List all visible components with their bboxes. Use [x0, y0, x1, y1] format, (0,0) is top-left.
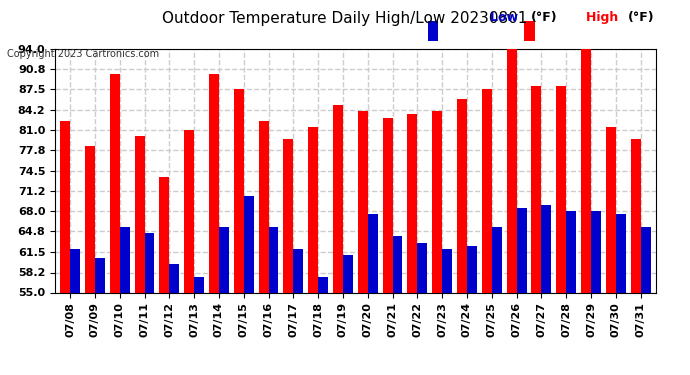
Bar [144, 233, 155, 375]
Bar [60, 121, 70, 375]
Text: (°F): (°F) [628, 11, 655, 24]
Bar [640, 227, 651, 375]
Bar [432, 111, 442, 375]
Text: Outdoor Temperature Daily High/Low 20230801: Outdoor Temperature Daily High/Low 20230… [162, 11, 528, 26]
Bar [268, 227, 279, 375]
Bar [566, 211, 576, 375]
Bar [135, 136, 144, 375]
Bar [308, 127, 318, 375]
Bar [318, 277, 328, 375]
Text: Copyright 2023 Cartronics.com: Copyright 2023 Cartronics.com [7, 49, 159, 59]
Bar [284, 140, 293, 375]
Bar [169, 264, 179, 375]
Bar [194, 277, 204, 375]
Bar [219, 227, 229, 375]
Text: Low: Low [490, 11, 522, 24]
Bar [457, 99, 467, 375]
Bar [70, 249, 80, 375]
Bar [467, 246, 477, 375]
Bar [259, 121, 268, 375]
Bar [581, 49, 591, 375]
Text: High: High [586, 11, 623, 24]
Bar [556, 86, 566, 375]
Bar [615, 214, 626, 375]
Bar [358, 111, 368, 375]
Bar [417, 243, 427, 375]
Bar [383, 117, 393, 375]
Bar [159, 177, 169, 375]
Bar [85, 146, 95, 375]
Bar [506, 49, 517, 375]
Bar [293, 249, 304, 375]
Bar [184, 130, 194, 375]
Bar [482, 89, 492, 375]
Bar [606, 127, 615, 375]
Bar [631, 140, 640, 375]
Bar [95, 258, 105, 375]
Bar [234, 89, 244, 375]
Bar [407, 114, 417, 375]
Text: (°F): (°F) [531, 11, 558, 24]
Bar [209, 74, 219, 375]
Bar [343, 255, 353, 375]
Bar [244, 196, 254, 375]
Bar [110, 74, 119, 375]
Bar [542, 205, 551, 375]
Bar [442, 249, 452, 375]
Bar [492, 227, 502, 375]
Bar [517, 208, 526, 375]
Bar [368, 214, 377, 375]
Bar [531, 86, 542, 375]
Bar [119, 227, 130, 375]
Bar [333, 105, 343, 375]
Bar [591, 211, 601, 375]
Bar [393, 236, 402, 375]
